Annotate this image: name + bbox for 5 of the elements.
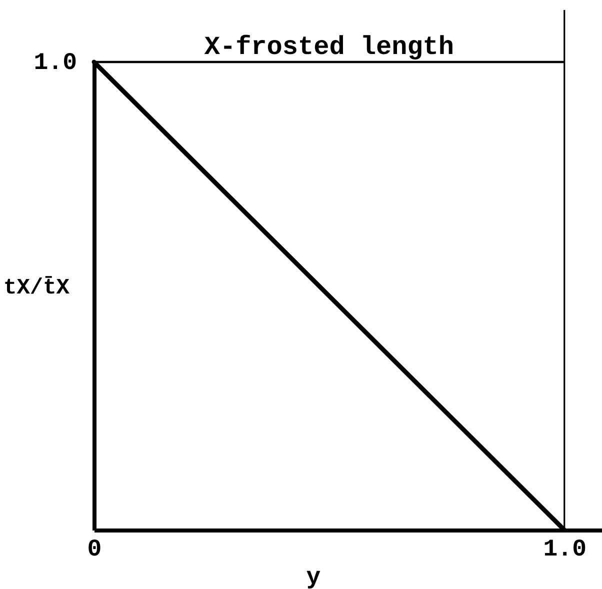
y-axis-title: tX/t̄X <box>3 276 70 300</box>
ref-line-label: X-frosted length <box>204 32 454 62</box>
x-axis-title: y <box>306 564 321 589</box>
annotation: 1.0 <box>34 50 77 77</box>
x-tick-label: 0 <box>87 536 102 564</box>
